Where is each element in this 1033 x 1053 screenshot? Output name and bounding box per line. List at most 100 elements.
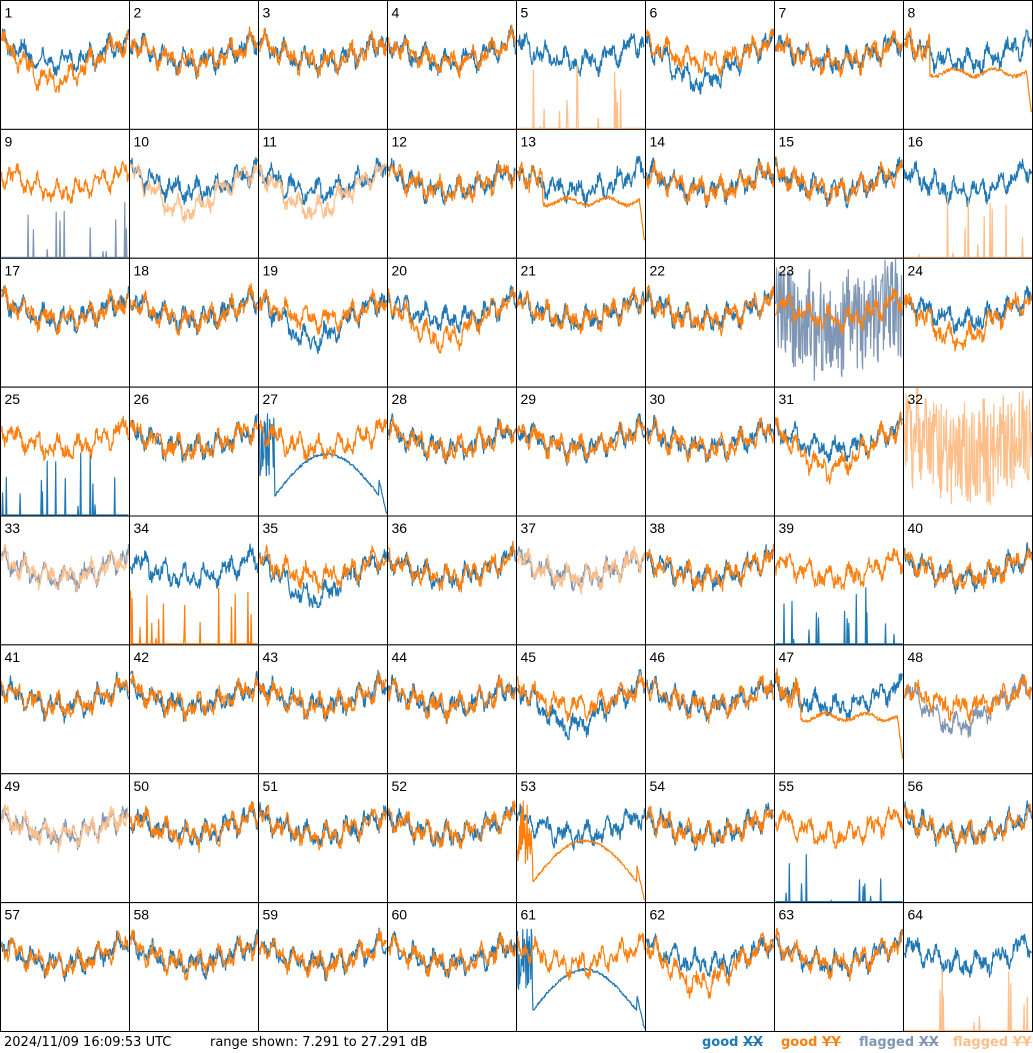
panel-48: 48 <box>903 644 1033 775</box>
series-yy-good <box>903 291 1033 352</box>
series-yy-good <box>774 412 903 485</box>
panel-12: 12 <box>387 128 517 259</box>
panel-label: 47 <box>779 649 795 665</box>
series-yy-good <box>387 540 517 593</box>
panel-label: 32 <box>908 391 924 407</box>
panel-41: 41 <box>0 644 130 775</box>
panel-label: 26 <box>134 391 150 407</box>
series-yy-good <box>387 931 517 978</box>
panel-3: 3 <box>258 0 388 130</box>
panel-23: 23 <box>774 257 904 388</box>
panel-44: 44 <box>387 644 517 775</box>
panel-label: 6 <box>650 5 658 21</box>
series-yy-good <box>645 932 775 1000</box>
panel-59: 59 <box>258 902 388 1032</box>
series-yy-good <box>645 159 775 207</box>
panel-label: 38 <box>650 520 666 536</box>
panel-46: 46 <box>645 644 775 775</box>
panel-label: 25 <box>5 391 21 407</box>
panel-57: 57 <box>0 902 130 1032</box>
series-yy-good <box>774 288 904 336</box>
series-xx-good <box>516 32 645 78</box>
panel-27: 27 <box>258 386 388 517</box>
panel-label: 23 <box>779 262 795 278</box>
panel-label: 16 <box>908 133 924 149</box>
panel-label: 14 <box>650 133 666 149</box>
series-yy-good <box>387 24 517 79</box>
panel-42: 42 <box>129 644 259 775</box>
panel-30: 30 <box>645 386 775 517</box>
series-yy-flagged <box>903 387 1033 506</box>
panel-21: 21 <box>516 257 646 388</box>
series-yy-good <box>129 420 259 462</box>
panel-61: 61 <box>516 902 646 1032</box>
series-yy-good <box>516 675 646 723</box>
series-xx-good <box>516 928 646 1029</box>
panel-frame <box>516 128 646 259</box>
series-yy-good <box>774 667 904 759</box>
panel-label: 56 <box>908 778 924 794</box>
panel-33: 33 <box>0 515 130 646</box>
series-yy-good <box>516 800 646 901</box>
panel-label: 60 <box>392 907 408 923</box>
panel-40: 40 <box>903 515 1033 646</box>
series-xx-good <box>645 287 775 331</box>
legend-good-xx-pol: XX <box>743 1035 764 1050</box>
panel-label: 12 <box>392 133 408 149</box>
series-yy-good <box>0 676 130 721</box>
panel-label: 2 <box>134 5 142 21</box>
panel-6: 6 <box>645 0 775 130</box>
series-xx-flagged <box>1 201 129 258</box>
panel-label: 22 <box>650 262 666 278</box>
panel-25: 25 <box>0 386 130 517</box>
series-yy-good <box>129 283 259 337</box>
panel-frame <box>129 902 259 1032</box>
panel-36: 36 <box>387 515 517 646</box>
panel-label: 57 <box>5 907 21 923</box>
panel-label: 28 <box>392 391 408 407</box>
series-yy-good <box>775 156 904 206</box>
panel-39: 39 <box>774 515 904 646</box>
panel-label: 54 <box>650 778 666 794</box>
series-yy-good <box>516 416 646 464</box>
series-yy-good <box>129 26 258 78</box>
panel-label: 13 <box>521 133 537 149</box>
series-yy-flagged <box>904 968 1032 1032</box>
panel-18: 18 <box>129 257 259 388</box>
series-yy-good <box>516 161 646 241</box>
panel-8: 8 <box>903 0 1033 130</box>
panel-frame <box>0 257 130 388</box>
series-yy-good <box>774 547 904 591</box>
series-yy-good <box>774 927 904 982</box>
series-yy-good <box>904 547 1033 590</box>
panel-label: 27 <box>263 391 279 407</box>
legend-flagged-xx: flagged XX <box>859 1035 939 1050</box>
panel-frame <box>903 0 1033 130</box>
panel-49: 49 <box>0 773 130 904</box>
panel-24: 24 <box>903 257 1033 388</box>
panel-label: 58 <box>134 907 150 923</box>
legend-good-xx: good XX <box>702 1035 763 1050</box>
series-yy-good <box>129 673 259 722</box>
panel-53: 53 <box>516 773 646 904</box>
panel-label: 18 <box>134 262 150 278</box>
series-yy-good <box>774 806 904 849</box>
panel-16: 16 <box>903 128 1033 259</box>
series-xx-good <box>903 933 1032 978</box>
series-yy-good <box>0 30 129 94</box>
panel-2: 2 <box>129 0 259 130</box>
panel-frame <box>0 515 130 646</box>
panel-37: 37 <box>516 515 646 646</box>
series-yy-good <box>258 27 388 77</box>
panel-label: 9 <box>5 133 13 149</box>
series-yy-good <box>0 161 130 204</box>
panel-label: 64 <box>908 907 924 923</box>
series-xx-good <box>387 545 517 590</box>
panel-label: 40 <box>908 520 924 536</box>
series-yy-flagged <box>904 194 1032 258</box>
series-yy-flagged <box>258 163 388 221</box>
panel-frame <box>0 902 130 1032</box>
legend-flagged-yy-prefix: flagged <box>953 1035 1009 1050</box>
panel-frame <box>0 0 130 130</box>
panel-28: 28 <box>387 386 517 517</box>
